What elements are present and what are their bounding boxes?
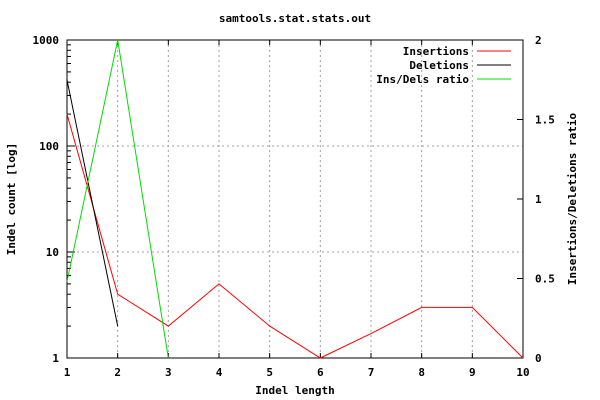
y-tick-label: 100 [39, 140, 59, 153]
series [66, 39, 524, 359]
x-tick-label: 9 [469, 366, 476, 379]
x-tick-label: 1 [64, 366, 71, 379]
chart-title: samtools.stat.stats.out [219, 12, 371, 25]
x-tick-label: 5 [266, 366, 273, 379]
y-tick-label: 1000 [33, 34, 60, 47]
grid [67, 40, 523, 358]
y2-tick-label: 0.5 [535, 273, 555, 286]
series-line-insertions [66, 113, 524, 359]
series-line-deletions [66, 79, 119, 327]
x-tick-label: 4 [216, 366, 223, 379]
y2-tick-label: 1.5 [535, 114, 555, 127]
x-tick-label: 6 [317, 366, 324, 379]
x-axis-label: Indel length [255, 384, 334, 397]
y-axis-label: Indel count [log] [5, 143, 18, 256]
y2-tick-label: 0 [535, 352, 542, 365]
y2-tick-label: 2 [535, 34, 542, 47]
plot-frame [66, 39, 524, 359]
x-tick-label: 8 [418, 366, 425, 379]
x-tick-label: 3 [165, 366, 172, 379]
y-tick-label: 10 [46, 246, 59, 259]
legend-label-insertions: Insertions [403, 45, 469, 58]
legend-label-deletions: Deletions [409, 59, 469, 72]
ticks: 1 2 3 4 5 6 7 8 9 10 1 10 100 1000 0 0.5 1 1.5 2 [33, 34, 555, 379]
x-tick-label: 7 [368, 366, 375, 379]
x-tick-label: 10 [516, 366, 529, 379]
series-line-ins-dels-ratio [66, 39, 169, 359]
y2-tick-label: 1 [535, 193, 542, 206]
x-tick-label: 2 [114, 366, 121, 379]
y2-axis-label: Insertions/Deletions ratio [566, 113, 579, 286]
y-tick-label: 1 [52, 352, 59, 365]
legend-label-ins-dels-ratio: Ins/Dels ratio [376, 73, 469, 86]
